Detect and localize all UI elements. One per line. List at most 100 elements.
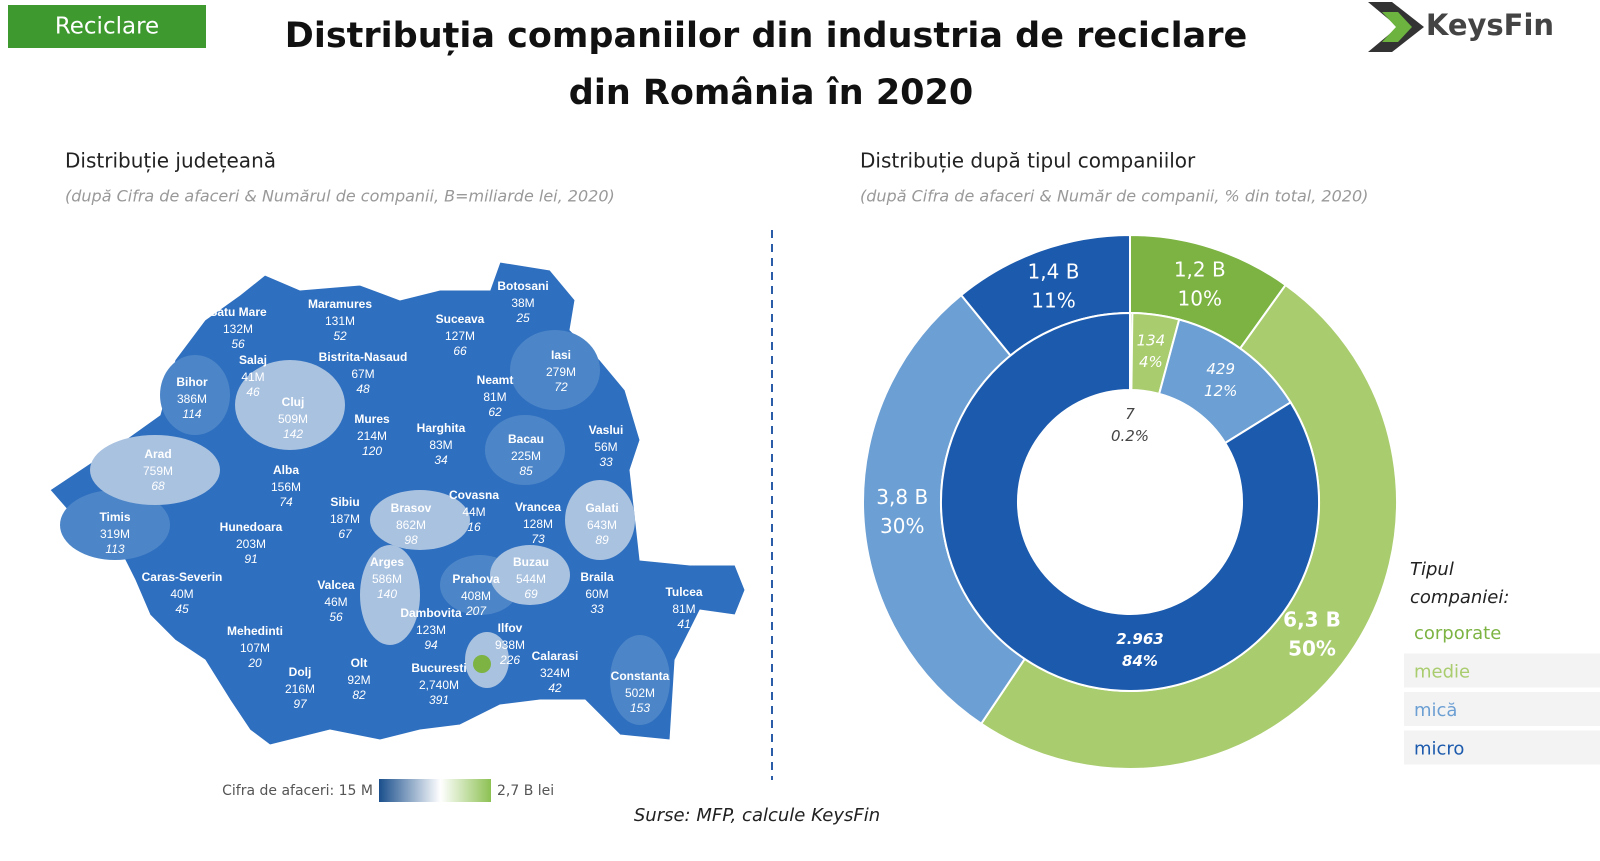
county-turnover: 60M	[585, 587, 608, 601]
county-turnover: 2,740M	[419, 678, 459, 692]
logo: KeysFin	[1426, 8, 1554, 42]
county-companies: 66	[453, 344, 467, 358]
inner-percent-label: 12%	[1204, 382, 1237, 400]
county-name: Olt	[351, 656, 368, 670]
county-turnover: 214M	[357, 429, 387, 443]
county-companies: 82	[352, 688, 366, 702]
county-companies: 73	[531, 532, 545, 546]
county-turnover: 127M	[445, 329, 475, 343]
title: din România în 2020	[569, 73, 973, 113]
inner-percent-label: 4%	[1139, 353, 1163, 371]
county-turnover: 187M	[330, 512, 360, 526]
map-subtitle: (după Cifra de afaceri & Numărul de comp…	[65, 187, 615, 206]
logo-icon	[1368, 2, 1424, 52]
county-name: Bacau	[508, 432, 544, 446]
legend-min: Cifra de afaceri: 15 M	[222, 783, 373, 799]
county-turnover: 279M	[546, 365, 576, 379]
county-companies: 67	[338, 527, 353, 541]
source: Surse: MFP, calcule KeysFin	[634, 805, 880, 826]
county-name: Bucuresti	[411, 661, 466, 675]
county-name: Ilfov	[498, 621, 523, 635]
county-name: Mures	[354, 412, 390, 426]
county-companies: 120	[362, 444, 382, 458]
county-companies: 94	[424, 638, 438, 652]
county-turnover: 324M	[540, 666, 570, 680]
county-name: Braila	[580, 570, 614, 584]
inner-percent-label: 84%	[1122, 652, 1158, 670]
outer-value-label: 3,8 B	[876, 485, 928, 509]
county-companies: 72	[554, 380, 568, 394]
legend-band	[1404, 692, 1600, 726]
outer-value-label: 1,2 B	[1174, 257, 1226, 281]
county-companies: 69	[524, 587, 538, 601]
county-companies: 52	[333, 329, 347, 343]
legend-title-2: companiei:	[1410, 587, 1509, 608]
legend-entry: medie	[1414, 662, 1470, 683]
outer-value-label: 1,4 B	[1028, 260, 1080, 284]
county-companies: 25	[515, 311, 530, 325]
county-name: Valcea	[317, 578, 355, 592]
legend-entry: micro	[1414, 739, 1464, 760]
county-companies: 207	[465, 604, 487, 618]
inner-value-label: 429	[1206, 360, 1235, 378]
tag-box	[8, 5, 206, 48]
outer-value-label: 6,3 B	[1283, 608, 1341, 632]
chart-subtitle: (după Cifra de afaceri & Număr de compan…	[860, 187, 1368, 206]
county-turnover: 132M	[223, 322, 253, 336]
county-companies: 140	[377, 587, 397, 601]
outer-percent-label: 11%	[1031, 289, 1075, 313]
county-turnover: 92M	[347, 673, 370, 687]
county-companies: 56	[329, 610, 343, 624]
county-companies: 153	[630, 701, 650, 715]
county-name: Galati	[585, 501, 618, 515]
county-turnover: 83M	[429, 438, 452, 452]
county-name: Suceava	[436, 312, 485, 326]
legend-entry: mică	[1414, 700, 1457, 721]
county-name: Sibiu	[330, 495, 359, 509]
donut: 1,2 B 10% 6,3 B 50% 3,8 B 30% 1,4 B 11% 7 0.2% 134…	[862, 233, 1398, 770]
county-companies: 46	[246, 385, 260, 399]
map	[49, 261, 746, 746]
county-turnover: 67M	[351, 367, 374, 381]
county-turnover: 41M	[241, 370, 264, 384]
outer-percent-label: 50%	[1288, 637, 1336, 661]
county-companies: 42	[548, 681, 562, 695]
county-name: Neamt	[477, 373, 514, 387]
county-companies: 62	[488, 405, 502, 419]
county-name: Covasna	[449, 488, 499, 502]
county-turnover: 131M	[325, 314, 355, 328]
outer-percent-label: 30%	[880, 514, 924, 538]
county-name: Alba	[273, 463, 299, 477]
inner-percent-label: 0.2%	[1111, 427, 1149, 445]
county-name: Buzau	[513, 555, 549, 569]
county-companies: 33	[599, 455, 613, 469]
inner-value-label: 134	[1137, 331, 1166, 349]
county-turnover: 509M	[278, 412, 308, 426]
county-turnover: 156M	[271, 480, 301, 494]
county-companies: 113	[105, 542, 124, 556]
legend-title: Tipul companiei:	[1410, 559, 1509, 608]
county-turnover: 107M	[240, 641, 270, 655]
county-companies: 33	[590, 602, 604, 616]
mid-regions	[60, 330, 670, 725]
county-name: Bihor	[176, 375, 208, 389]
county-turnover: 123M	[416, 623, 446, 637]
legend-title-1: Tipul	[1410, 559, 1454, 580]
county-turnover: 544M	[516, 572, 546, 586]
county-name: Tulcea	[665, 585, 702, 599]
county-turnover: 386M	[177, 392, 207, 406]
county-turnover: 502M	[625, 686, 655, 700]
county-turnover: 81M	[483, 390, 506, 404]
county-turnover: 862M	[396, 518, 426, 532]
county-name: Salaj	[239, 353, 267, 367]
county-name: Brasov	[391, 501, 432, 515]
county-companies: 74	[279, 495, 293, 509]
chart-title: Distribuție după tipul companiilor	[860, 149, 1196, 173]
legend-max: 2,7 B lei	[497, 783, 554, 799]
county-name: Vaslui	[589, 423, 624, 437]
county-name: Prahova	[452, 572, 500, 586]
county-turnover: 38M	[511, 296, 534, 310]
county-companies: 56	[231, 337, 245, 351]
county-companies: 20	[247, 656, 262, 670]
inner-value-label: 7	[1125, 405, 1135, 423]
